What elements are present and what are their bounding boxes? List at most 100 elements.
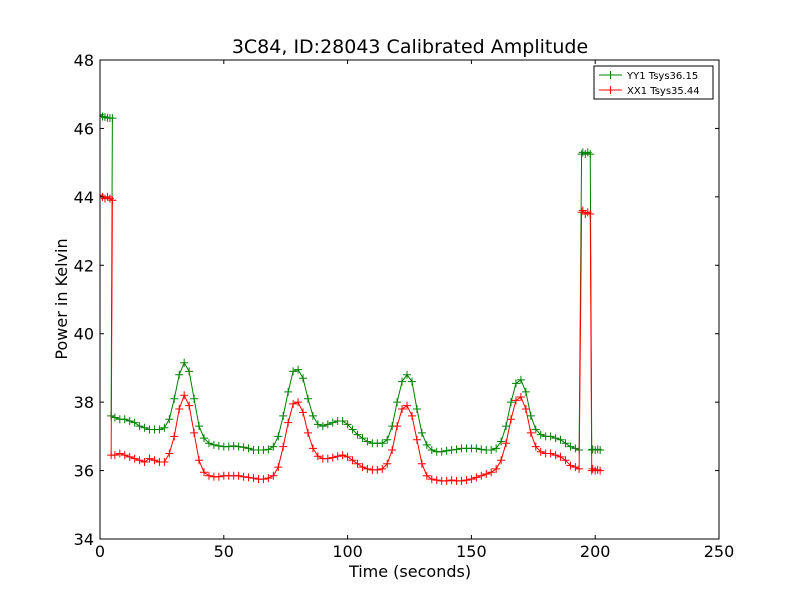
series-yy1-point [398, 377, 407, 386]
series-yy1 [100, 110, 605, 456]
series-yy1-point [417, 428, 426, 437]
series-xx1-point [343, 452, 352, 461]
series-xx1-point [482, 469, 491, 478]
series-xx1-point [135, 456, 144, 465]
legend-box [593, 65, 714, 100]
series-yy1-point [338, 416, 347, 425]
series-yy1-point [437, 447, 446, 456]
series-xx1-point [130, 454, 139, 463]
series-yy1-point [427, 446, 436, 455]
legend: YY1 Tsys36.15 XX1 Tsys35.44 [593, 65, 714, 100]
series-yy1-point [244, 444, 253, 453]
series-xx1-point [467, 475, 476, 484]
series-xx1-point [477, 471, 486, 480]
series-yy1-line [100, 114, 601, 453]
series-yy1-point [229, 441, 238, 450]
series-yy1-point [487, 446, 496, 455]
series-xx1-point [393, 422, 402, 431]
series-xx1-point [526, 428, 535, 437]
series-yy1-point [234, 442, 243, 451]
series-yy1-point [160, 423, 169, 432]
series-yy1-point [318, 422, 327, 431]
series-xx1-point [313, 452, 322, 461]
legend-item-xx1-label: XX1 Tsys35.44 [627, 86, 700, 97]
series-yy1-point [343, 420, 352, 429]
legend-item-yy1-label: YY1 Tsys36.15 [626, 71, 698, 82]
series-xx1-point [551, 451, 560, 460]
series-yy1-point [596, 446, 605, 455]
series-yy1-point [180, 358, 189, 367]
series-xx1-point [422, 471, 431, 480]
series-yy1-point [571, 444, 580, 453]
series-xx1-line [100, 194, 601, 482]
series-xx1-point [115, 449, 124, 458]
series-yy1-point [284, 387, 293, 396]
series-yy1-point [195, 422, 204, 431]
x-tick-label: 250 [704, 542, 735, 561]
series-xx1-point [571, 463, 580, 472]
series-yy1-point [269, 442, 278, 451]
series-yy1-point [502, 422, 511, 431]
series-yy1-point [125, 416, 134, 425]
series-xx1-point [269, 471, 278, 480]
x-axis-label: Time (seconds) [348, 562, 471, 581]
series-xx1-point [531, 442, 540, 451]
series-xx1-point [165, 449, 174, 458]
series-xx1-point [462, 476, 471, 485]
series-yy1-point [214, 441, 223, 450]
series-xx1-point [407, 411, 416, 420]
series-yy1-point [239, 443, 248, 452]
series-yy1-point [353, 430, 362, 439]
series-xx1-point [586, 209, 595, 218]
series-yy1-point [279, 411, 288, 420]
series-yy1-point [199, 434, 208, 443]
series-yy1-point [407, 377, 416, 386]
series-yy1-point [165, 415, 174, 424]
series-xx1-point [289, 399, 298, 408]
series-yy1-point [224, 442, 233, 451]
series-xx1-point [516, 393, 525, 402]
series-yy1-point [303, 394, 312, 403]
series-yy1-point [566, 442, 575, 451]
series-yy1-point [299, 374, 308, 383]
series-xx1-point [507, 415, 516, 424]
plot-area [100, 110, 605, 485]
series-xx1-point [521, 404, 530, 413]
axis-ticks: 0 50 100 150 200 250 34 36 38 40 42 44 46 48 [74, 51, 735, 561]
series-xx1-point [536, 447, 545, 456]
series-yy1-point [497, 437, 506, 446]
series-xx1-point [502, 439, 511, 448]
series-xx1-point [487, 468, 496, 477]
series-yy1-point [313, 420, 322, 429]
series-xx1-point [125, 452, 134, 461]
series-yy1-point [551, 434, 560, 443]
series-xx1-point [274, 463, 283, 472]
series-yy1-point [531, 425, 540, 434]
series-xx1-point [150, 456, 159, 465]
series-xx1-point [333, 452, 342, 461]
series-xx1-point [398, 404, 407, 413]
series-xx1-point [442, 476, 451, 485]
series-yy1-point [274, 432, 283, 441]
series-xx1-point [328, 453, 337, 462]
series-xx1-point [432, 476, 441, 485]
series-xx1-point [204, 471, 213, 480]
series-xx1-point [120, 451, 129, 460]
series-xx1-point [363, 464, 372, 473]
series-xx1-point [556, 452, 565, 461]
series-xx1-point [145, 454, 154, 463]
series-xx1-point [303, 428, 312, 437]
series-xx1-point [417, 459, 426, 468]
series-xx1-point [140, 458, 149, 467]
x-tick-label: 50 [214, 542, 234, 561]
series-yy1-point [140, 423, 149, 432]
series-xx1-point [457, 476, 466, 485]
series-yy1-point [546, 432, 555, 441]
x-tick-label: 0 [95, 542, 105, 561]
series-xx1-point [259, 475, 268, 484]
series-yy1-point [412, 404, 421, 413]
series-yy1-point [264, 445, 273, 454]
series-yy1-point [135, 422, 144, 431]
series-xx1-point [308, 444, 317, 453]
